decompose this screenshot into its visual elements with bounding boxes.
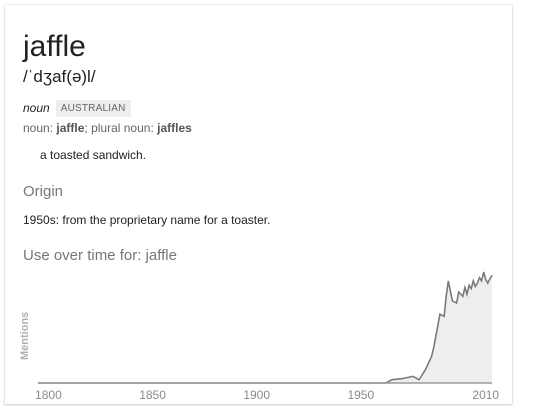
usage-heading-word: jaffle [145,247,177,264]
usage-heading: Use over time for: jaffle [23,247,177,265]
region-badge: AUSTRALIAN [55,99,131,117]
part-of-speech: noun [23,101,50,115]
definition: a toasted sandwich. [40,148,147,162]
noun-form: jaffle [56,121,85,135]
x-tick-label: 1850 [139,388,166,402]
origin-heading: Origin [23,183,64,200]
noun-label: noun: [23,121,54,135]
plural-form: jaffles [157,121,192,135]
headword: jaffle [23,30,86,63]
origin-text: 1950s: from the proprietary name for a t… [23,213,271,227]
x-tick-label: 1900 [243,388,270,402]
word-forms: noun: jaffle; plural noun: jaffles [23,121,192,135]
usage-line [38,271,493,384]
part-of-speech-line: noun AUSTRALIAN [23,99,131,117]
dictionary-card [5,5,512,404]
plural-label: plural noun: [91,121,154,135]
x-tick-label: 1800 [35,388,62,402]
usage-heading-prefix: Use over time for: [23,247,142,264]
usage-area [38,272,492,383]
phonetic-spelling: /ˈdʒaf(ə)l/ [23,67,96,86]
forms-separator: ; [84,121,88,135]
x-tick-label: 2010 [472,388,499,402]
x-tick-label: 1950 [347,388,374,402]
